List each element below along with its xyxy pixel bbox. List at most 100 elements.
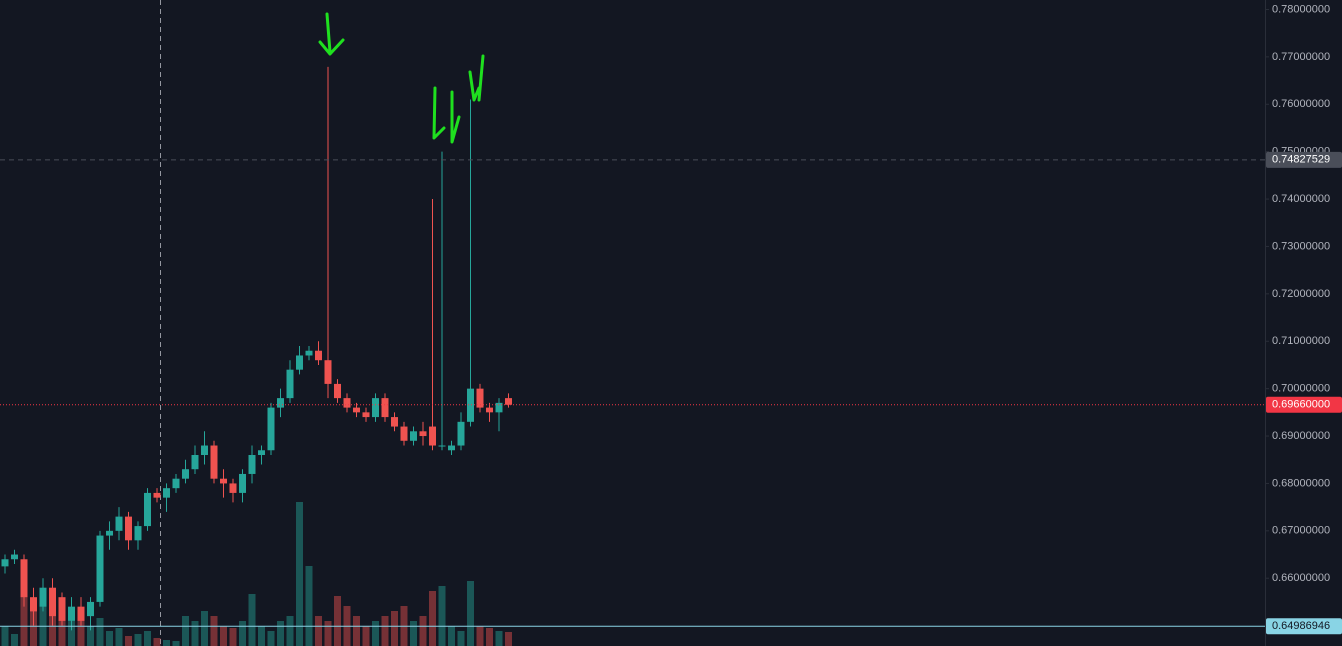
- volume-bar: [210, 616, 218, 646]
- candle-body: [457, 421, 465, 446]
- candle-body: [182, 469, 189, 479]
- volume-bar: [305, 566, 313, 646]
- volume-bar: [106, 631, 113, 646]
- candle-body: [201, 445, 208, 455]
- candle-body: [505, 398, 512, 405]
- volume-bar: [172, 641, 180, 646]
- volume-bar: [381, 616, 389, 646]
- volume-bar: [144, 631, 151, 646]
- volume-bar: [476, 626, 484, 646]
- candle-body: [39, 587, 47, 607]
- candle-body: [277, 398, 284, 408]
- candle-body: [106, 530, 113, 536]
- volume-bar: [20, 591, 28, 646]
- volume-bar: [296, 502, 303, 646]
- volume-bar: [277, 621, 284, 646]
- candle-body: [11, 554, 18, 560]
- y-tick-label: 0.76000000: [1272, 98, 1330, 110]
- price-label-box: [1266, 151, 1342, 168]
- price-label: 0.74827529: [1272, 154, 1330, 166]
- candle-body: [353, 407, 360, 413]
- y-tick-label: 0.74000000: [1272, 193, 1330, 205]
- candle-body: [381, 398, 389, 418]
- candle-body: [267, 407, 275, 451]
- volume-bar: [11, 634, 18, 646]
- volume-bar: [372, 621, 379, 646]
- volume-bar: [201, 611, 208, 646]
- candle-body: [315, 350, 322, 361]
- y-tick-label: 0.78000000: [1272, 3, 1330, 15]
- candle-body: [77, 606, 85, 621]
- volume-bar: [220, 626, 227, 646]
- candle-body: [343, 398, 351, 408]
- candle-body: [115, 516, 123, 531]
- volume-bar: [467, 581, 474, 646]
- candle-body: [486, 407, 493, 413]
- candle-body: [305, 350, 313, 356]
- volume-bar: [96, 618, 104, 646]
- candle-body: [448, 445, 455, 451]
- candle-body: [144, 492, 151, 527]
- price-label-box: [1266, 396, 1342, 413]
- volume-bar: [505, 632, 512, 646]
- candle-body: [391, 417, 398, 427]
- volume-bar: [30, 611, 37, 646]
- candle-body: [239, 473, 246, 493]
- volume-bar: [49, 616, 56, 646]
- volume-bar: [68, 621, 75, 646]
- candle-body: [467, 388, 474, 422]
- candle-body: [134, 526, 142, 541]
- candle-body: [438, 445, 446, 447]
- candle-body: [30, 597, 37, 612]
- candle-body: [1, 559, 9, 567]
- candle-body: [49, 587, 56, 617]
- volume-bar: [134, 634, 142, 646]
- price-label: 0.69660000: [1272, 399, 1330, 411]
- volume-bar: [457, 631, 465, 646]
- y-tick-label: 0.70000000: [1272, 383, 1330, 395]
- volume-bar: [410, 621, 417, 646]
- y-tick-label: 0.73000000: [1272, 240, 1330, 252]
- volume-bar: [191, 621, 199, 646]
- candle-body: [96, 535, 104, 602]
- volume-bar: [362, 626, 370, 646]
- candle-body: [68, 606, 75, 621]
- price-label-box: [1266, 618, 1342, 635]
- volume-bar: [87, 626, 94, 646]
- volume-bar: [495, 631, 503, 646]
- volume-bar: [258, 626, 265, 646]
- y-tick-label: 0.72000000: [1272, 288, 1330, 300]
- volume-bar: [182, 616, 189, 646]
- volume-bar: [391, 611, 398, 646]
- volume-bar: [229, 628, 237, 646]
- candle-body: [286, 369, 294, 399]
- volume-bar: [39, 601, 47, 646]
- volume-bar: [353, 616, 360, 646]
- volume-bar: [267, 631, 275, 646]
- arrow: [318, 12, 345, 56]
- candle-body: [429, 426, 436, 446]
- candle-body: [258, 450, 265, 455]
- candle-body: [20, 559, 28, 598]
- volume-bar: [334, 596, 341, 646]
- candle-body: [87, 601, 94, 617]
- volume-bar: [438, 586, 446, 646]
- volume-bar: [315, 616, 322, 646]
- volume-bar: [429, 591, 436, 646]
- y-tick-label: 0.68000000: [1272, 477, 1330, 489]
- y-tick-label: 0.69000000: [1272, 430, 1330, 442]
- arrow: [432, 86, 461, 144]
- volume-bar: [153, 638, 161, 646]
- volume-bar: [286, 616, 294, 646]
- candle-body: [495, 402, 503, 413]
- volume-bar: [125, 636, 132, 646]
- candle-body: [372, 398, 379, 418]
- candle-body: [125, 516, 132, 541]
- candle-body: [476, 388, 484, 408]
- candle-body: [210, 445, 218, 479]
- candle-body: [163, 488, 170, 498]
- volume-bar: [239, 621, 246, 646]
- volume-bar: [77, 616, 85, 646]
